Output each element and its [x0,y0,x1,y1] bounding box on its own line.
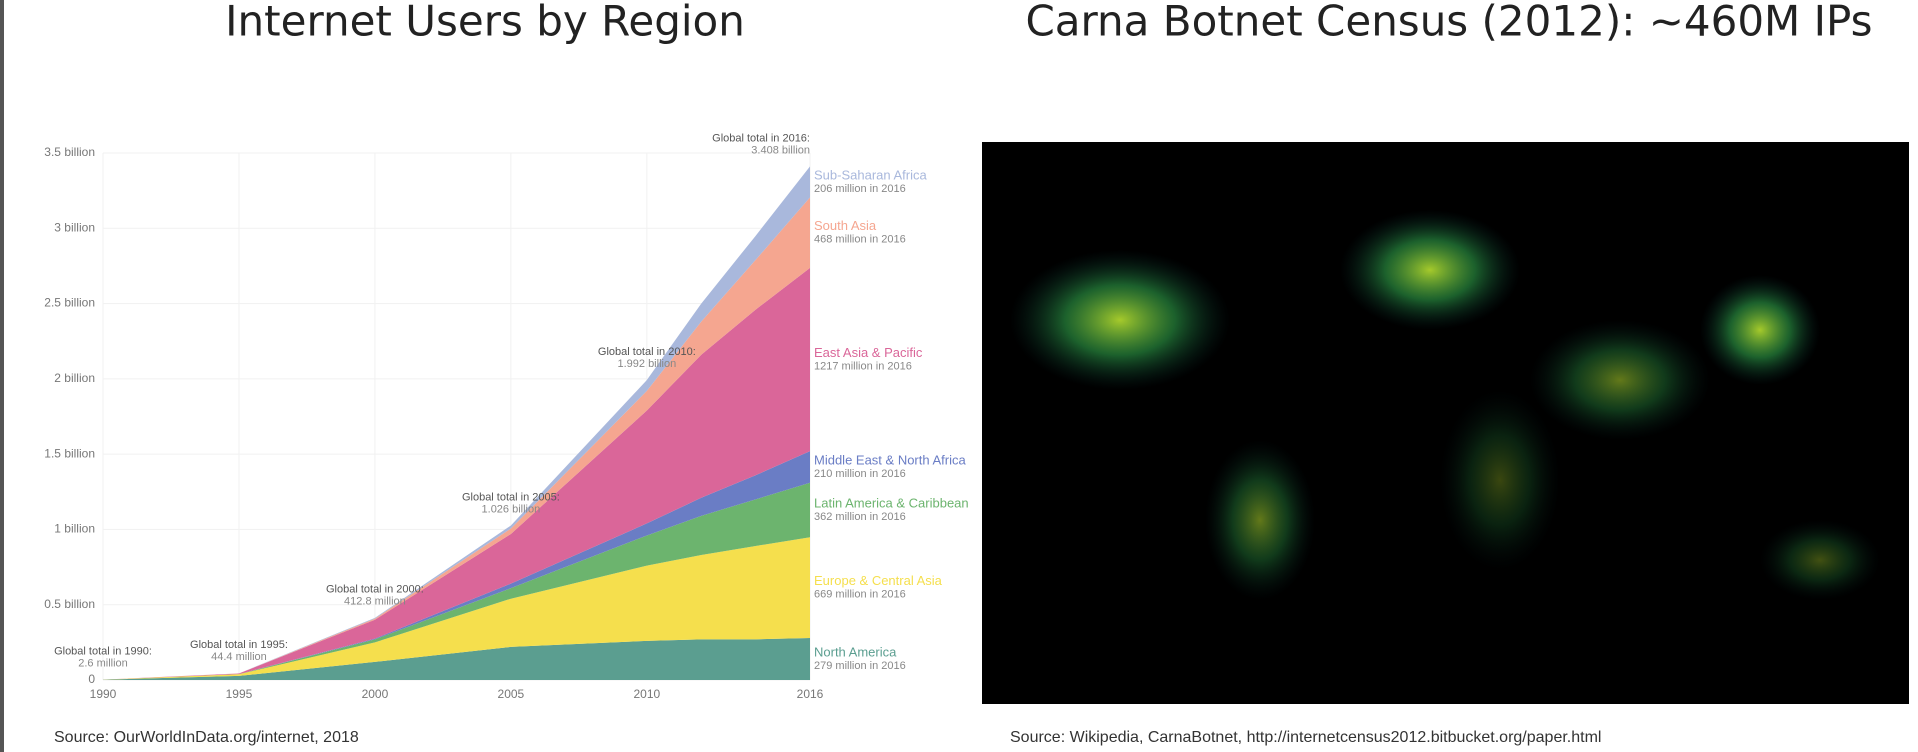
left-border [0,0,4,752]
right-title: Carna Botnet Census (2012): ~460M IPs [1025,0,1872,46]
map-glow [1440,390,1560,570]
series-label: East Asia & Pacific [814,345,923,360]
y-tick-label: 3 billion [54,220,95,234]
annotation-value: 44.4 million [211,651,267,663]
area [103,267,810,680]
annotation: Global total in 1990: [54,646,152,658]
annotation-value: 1.992 billion [617,358,676,370]
map-glow [1340,210,1520,330]
area [103,637,810,680]
y-tick-label: 1 billion [54,522,95,536]
series-note: 1217 million in 2016 [814,360,912,372]
left-source: Source: OurWorldInData.org/internet, 201… [54,729,359,746]
annotation-value: 2.6 million [78,658,128,670]
annotation: Global total in 2000: [326,584,424,596]
x-tick-label: 2000 [362,687,389,701]
annotation-value: 412.8 million [344,596,406,608]
y-tick-label: 3.5 billion [44,145,95,159]
annotation: Global total in 1995: [190,639,288,651]
series-note: 362 million in 2016 [814,511,906,523]
y-tick-label: 0.5 billion [44,597,95,611]
map-glow [1700,275,1820,385]
series-note: 468 million in 2016 [814,234,906,246]
left-title: Internet Users by Region [225,0,745,46]
x-tick-label: 1990 [90,687,117,701]
y-tick-label: 2 billion [54,371,95,385]
series-label: Europe & Central Asia [814,573,943,588]
y-tick-label: 1.5 billion [44,446,95,460]
x-tick-label: 2016 [797,687,824,701]
x-tick-label: 2005 [498,687,525,701]
annotation-value: 3.408 billion [751,144,810,156]
annotation: Global total in 2016: [712,132,810,144]
map [982,142,1909,704]
series-label: North America [814,644,897,659]
map-glow [1530,320,1710,440]
series-note: 279 million in 2016 [814,660,906,672]
series-label: Middle East & North Africa [814,452,966,467]
series-label: Sub-Saharan Africa [814,167,928,182]
series-note: 206 million in 2016 [814,183,906,195]
series-note: 210 million in 2016 [814,468,906,480]
annotation-value: 1.026 billion [482,503,541,515]
annotation: Global total in 2005: [462,491,560,503]
x-tick-label: 1995 [226,687,253,701]
map-glow [1010,250,1230,390]
series-label: Latin America & Caribbean [814,495,969,510]
series-label: South Asia [814,218,877,233]
right-source: Source: Wikipedia, CarnaBotnet, http://i… [1010,729,1601,746]
x-tick-label: 2010 [633,687,660,701]
map-glow [1760,520,1880,600]
area-chart: 0 0.5 billion 1 billion 1.5 billion 2 billio… [44,132,968,701]
y-tick-label: 0 [88,672,95,686]
series-note: 669 million in 2016 [814,589,906,601]
map-glow [1205,440,1315,600]
annotation: Global total in 2010: [598,346,696,358]
y-tick-label: 2.5 billion [44,296,95,310]
area [103,537,810,680]
